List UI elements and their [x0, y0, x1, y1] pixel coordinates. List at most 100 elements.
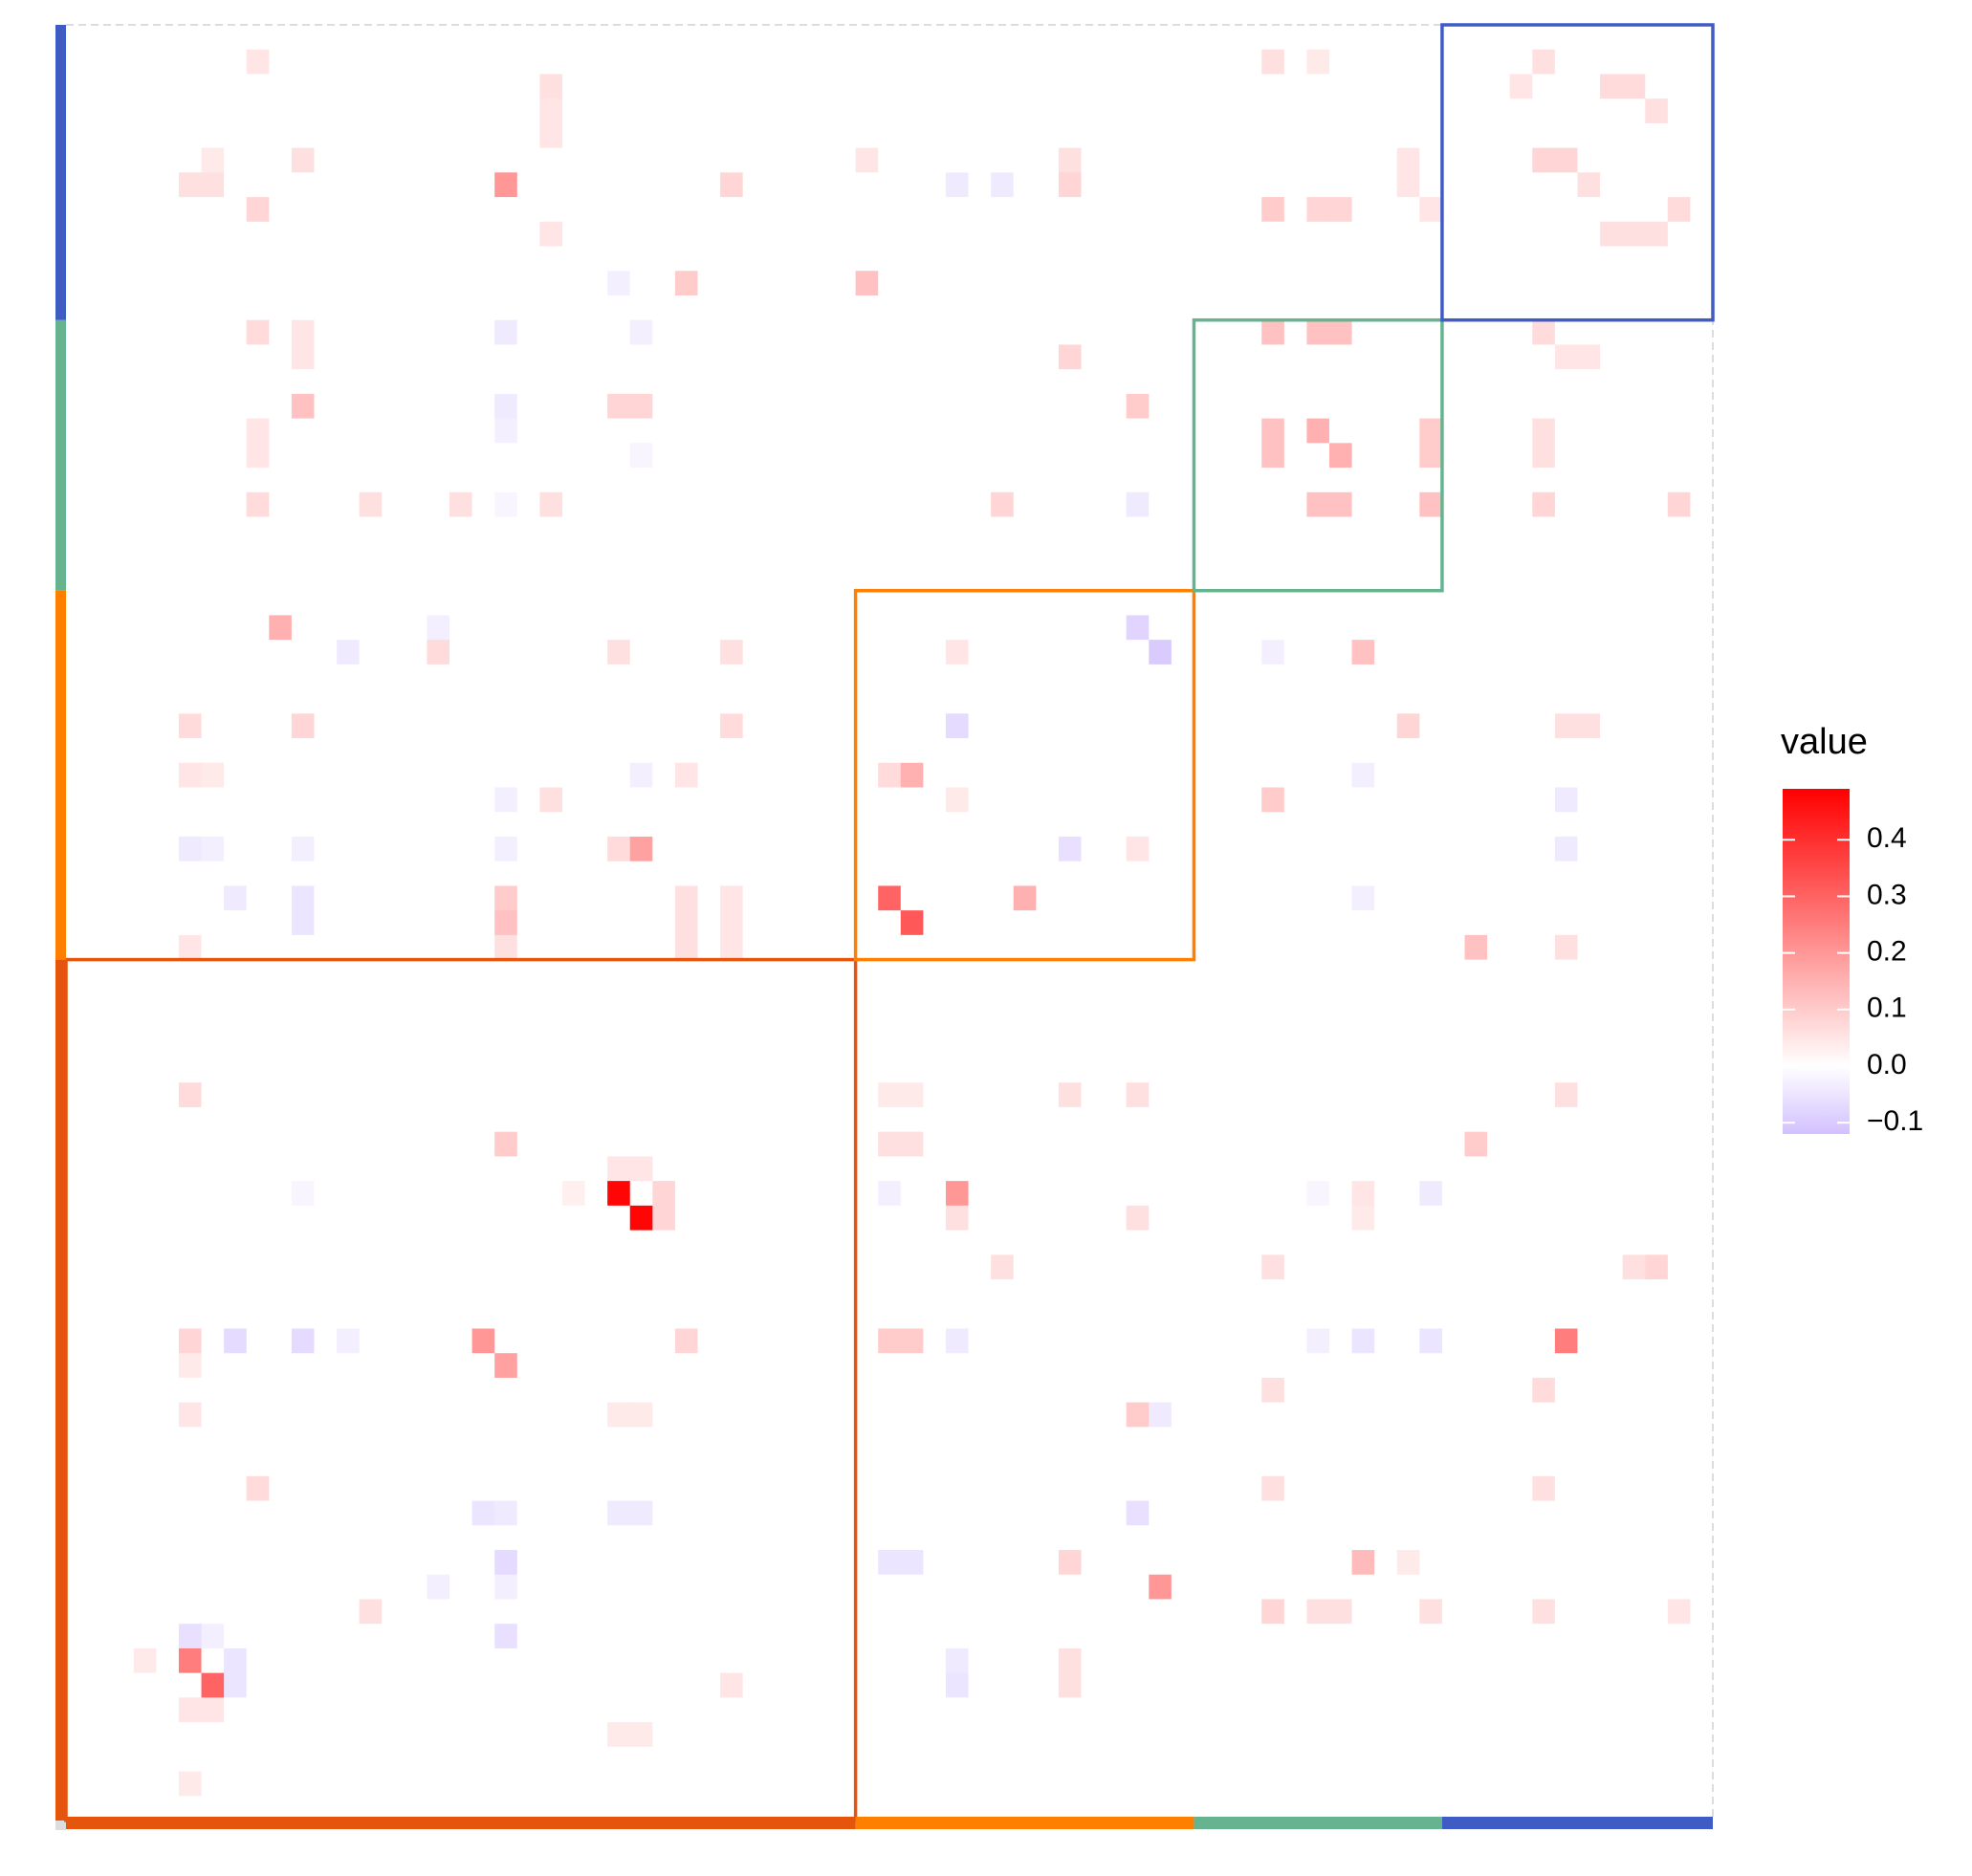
heatmap-cell	[1622, 1033, 1646, 1058]
heatmap-cell	[1194, 590, 1217, 616]
heatmap-cell	[494, 294, 518, 321]
heatmap-cell	[246, 468, 270, 493]
heatmap-cell	[382, 74, 405, 99]
heatmap-cell	[449, 1697, 472, 1723]
heatmap-cell	[449, 1009, 472, 1035]
heatmap-cell	[156, 74, 180, 99]
heatmap-cell	[382, 147, 405, 173]
heatmap-cell	[561, 1427, 585, 1452]
heatmap-cell	[720, 147, 744, 173]
heatmap-cell	[787, 1624, 811, 1649]
heatmap-cell	[359, 640, 383, 665]
heatmap-cell	[404, 221, 427, 247]
heatmap-cell	[449, 319, 472, 345]
heatmap-cell	[66, 516, 89, 542]
heatmap-cell	[1690, 172, 1714, 198]
heatmap-cell	[1171, 122, 1194, 149]
heatmap-cell	[1464, 885, 1488, 911]
heatmap-cell	[471, 664, 495, 690]
heatmap-cell	[1328, 418, 1352, 444]
heatmap-cell	[1374, 762, 1398, 788]
heatmap-cell	[1036, 615, 1060, 641]
heatmap-cell	[1509, 934, 1533, 960]
heatmap-cell	[1690, 1427, 1714, 1452]
heatmap-cell	[246, 122, 270, 149]
heatmap-cell	[359, 1353, 383, 1379]
heatmap-cell	[382, 516, 405, 542]
heatmap-cell	[291, 934, 315, 960]
heatmap-cell	[742, 1624, 766, 1649]
heatmap-cell	[178, 369, 202, 395]
heatmap-cell	[1058, 221, 1082, 247]
heatmap-cell	[561, 1550, 585, 1576]
heatmap-cell	[1374, 319, 1398, 345]
heatmap-cell	[1690, 1131, 1714, 1157]
heatmap-cell	[1509, 1550, 1533, 1576]
heatmap-cell	[855, 1033, 879, 1058]
heatmap-cell	[607, 1353, 631, 1379]
heatmap-cell	[291, 1058, 315, 1083]
heatmap-cell	[382, 1353, 405, 1379]
heatmap-cell	[494, 1599, 518, 1625]
heatmap-cell	[1171, 984, 1194, 1010]
heatmap-cell	[1667, 836, 1691, 862]
heatmap-cell	[607, 393, 631, 420]
heatmap-cell	[1554, 294, 1578, 321]
heatmap-cell	[337, 812, 361, 838]
heatmap-cell	[652, 443, 676, 469]
heatmap-cell	[156, 147, 180, 173]
heatmap-cell	[1104, 1647, 1128, 1674]
heatmap-cell	[1487, 221, 1511, 247]
heatmap-cell	[1622, 1550, 1646, 1576]
heatmap-cell	[1126, 640, 1150, 665]
heatmap-cell	[88, 1402, 112, 1428]
heatmap-cell	[1645, 74, 1669, 99]
heatmap-cell	[1126, 1353, 1150, 1379]
heatmap-cell	[404, 1353, 427, 1379]
heatmap-cell	[291, 1647, 315, 1674]
heatmap-cell	[1441, 1599, 1465, 1625]
heatmap-cell	[1058, 1279, 1082, 1305]
heatmap-cell	[1104, 1156, 1128, 1182]
heatmap-cell	[1690, 344, 1714, 370]
heatmap-cell	[945, 1131, 969, 1157]
heatmap-cell	[1509, 885, 1533, 911]
heatmap-cell	[652, 836, 676, 862]
heatmap-cell	[1216, 1254, 1240, 1280]
heatmap-cell	[833, 271, 857, 296]
heatmap-cell	[337, 1279, 361, 1305]
heatmap-cell	[337, 615, 361, 641]
heatmap-cell	[201, 541, 225, 567]
heatmap-cell	[1441, 1205, 1465, 1231]
heatmap-cell	[1194, 1574, 1217, 1600]
heatmap-cell	[1283, 1377, 1307, 1404]
heatmap-cell	[1194, 1427, 1217, 1452]
heatmap-cell	[1216, 787, 1240, 813]
heatmap-cell	[629, 590, 653, 616]
heatmap-cell	[133, 1009, 157, 1035]
heatmap-cell	[246, 787, 270, 813]
heatmap-cell	[314, 393, 338, 420]
heatmap-cell	[539, 738, 563, 764]
heatmap-cell	[1149, 1402, 1172, 1428]
heatmap-cell	[404, 1254, 427, 1280]
heatmap-cell	[224, 664, 248, 690]
heatmap-cell	[810, 1647, 834, 1674]
heatmap-cell	[1487, 98, 1511, 124]
heatmap-cell	[1554, 1009, 1578, 1035]
heatmap-cell	[1238, 1156, 1262, 1182]
heatmap-cell	[833, 49, 857, 75]
heatmap-cell	[1645, 1131, 1669, 1157]
heatmap-cell	[1396, 1254, 1420, 1280]
heatmap-cell	[561, 787, 585, 813]
heatmap-cell	[1441, 1131, 1465, 1157]
heatmap-cell	[314, 1427, 338, 1452]
heatmap-cell	[878, 221, 902, 247]
heatmap-cell	[449, 640, 472, 665]
heatmap-cell	[359, 1205, 383, 1231]
heatmap-cell	[1374, 1254, 1398, 1280]
heatmap-cell	[494, 1377, 518, 1404]
heatmap-cell	[855, 762, 879, 788]
heatmap-cell	[494, 122, 518, 149]
heatmap-cell	[359, 1475, 383, 1501]
